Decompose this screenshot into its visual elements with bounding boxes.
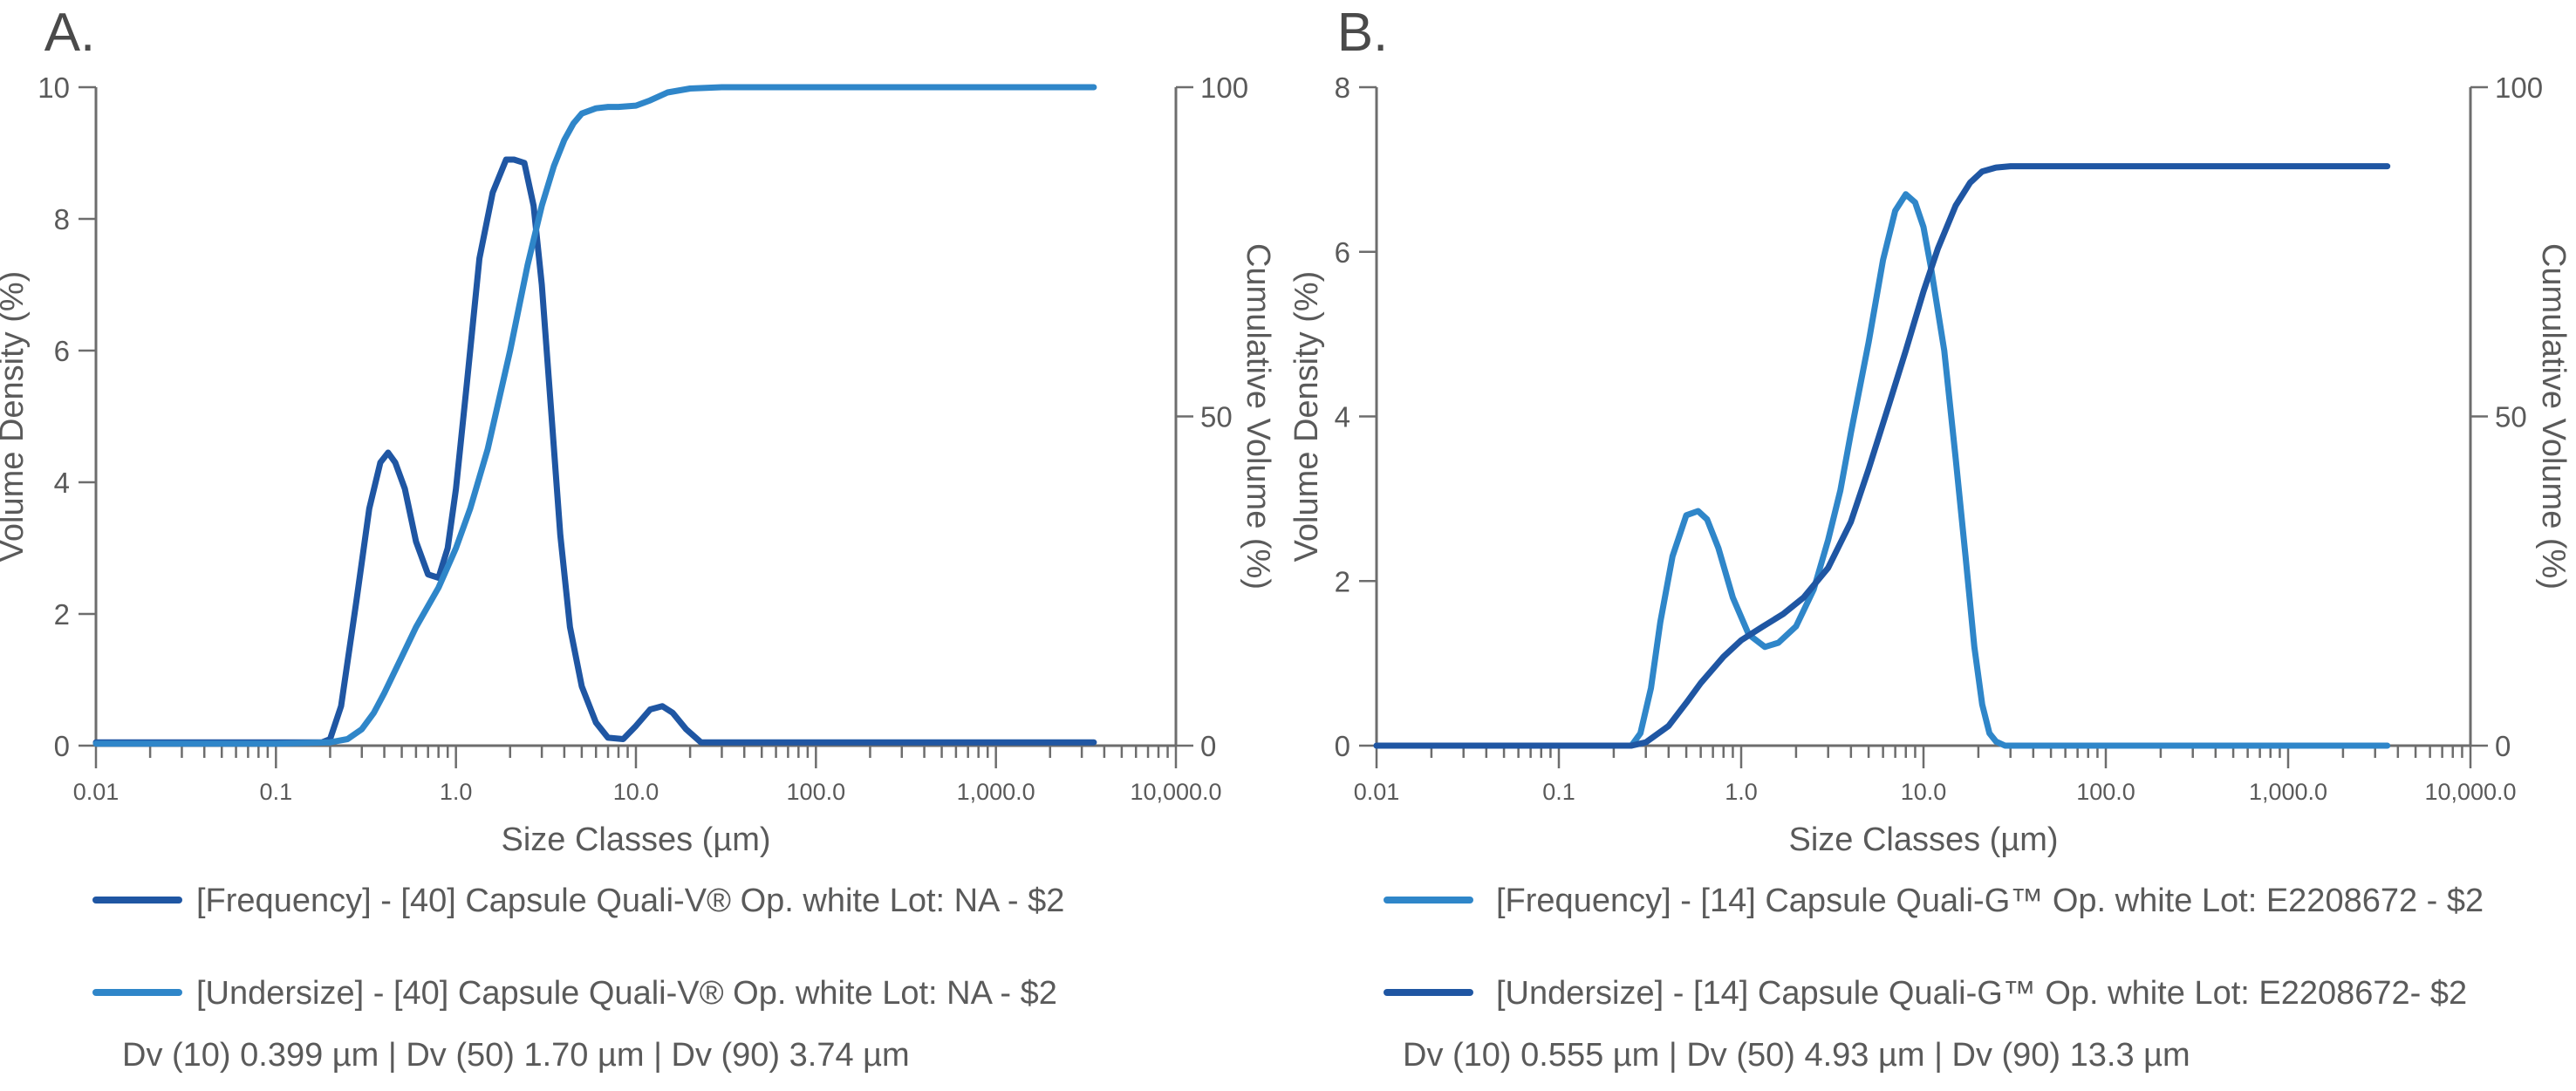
y-tick-label: 0 xyxy=(1335,730,1350,762)
dv-stats: Dv (10) 0.399 µm | Dv (50) 1.70 µm | Dv … xyxy=(122,1037,910,1074)
y-tick-label: 4 xyxy=(1335,401,1350,433)
chart-panel-b: B. 0.01 0.1 1.0 10.0 100.0 1,000.0 10,000.0 0 2 4 6… xyxy=(1288,3,2572,1074)
panel-label: B. xyxy=(1337,3,1389,63)
y2-tick-label: 50 xyxy=(1200,401,1233,433)
y-tick-label: 10 xyxy=(38,72,70,104)
x-tick-label: 0.1 xyxy=(260,779,293,805)
y-tick-label: 4 xyxy=(54,467,70,499)
y2-axis-title: Cumulative Volume (%) xyxy=(2535,243,2572,590)
x-tick-label: 1.0 xyxy=(1725,779,1758,805)
legend-entry: [Undersize] - [40] Capsule Quali-V® Op. … xyxy=(196,975,1057,1012)
dv-stats: Dv (10) 0.555 µm | Dv (50) 4.93 µm | Dv … xyxy=(1403,1037,2190,1074)
y2-tick-label: 0 xyxy=(1200,730,1216,762)
undersize-series-line xyxy=(92,84,1097,747)
x-tick-label: 100.0 xyxy=(787,779,846,805)
y-tick-label: 2 xyxy=(54,598,70,631)
undersize-series-line xyxy=(1373,163,2391,749)
y-axis-title: Volume Density (%) xyxy=(0,271,31,563)
y-tick-label: 6 xyxy=(54,335,70,367)
frequency-series-line xyxy=(92,156,1097,746)
y-tick-label: 2 xyxy=(1335,565,1350,597)
y2-axis-title: Cumulative Volume (%) xyxy=(1240,243,1276,590)
x-axis-title: Size Classes (µm) xyxy=(501,822,770,858)
x-tick-label: 1,000.0 xyxy=(2249,779,2327,805)
x-tick-label: 0.1 xyxy=(1542,779,1575,805)
y-tick-label: 6 xyxy=(1335,236,1350,269)
x-tick-label: 10.0 xyxy=(613,779,659,805)
legend-entry: [Undersize] - [14] Capsule Quali-G™ Op. … xyxy=(1496,975,2467,1012)
x-tick-label: 10,000.0 xyxy=(2424,779,2516,805)
y-tick-label: 8 xyxy=(54,203,70,235)
x-tick-label: 10,000.0 xyxy=(1130,779,1221,805)
x-tick-label: 10.0 xyxy=(1901,779,1947,805)
x-axis-title: Size Classes (µm) xyxy=(1788,822,2058,858)
y2-tick-label: 0 xyxy=(2495,730,2511,762)
x-tick-label: 1.0 xyxy=(440,779,473,805)
y-axis-title: Volume Density (%) xyxy=(1288,271,1325,563)
chart-panel-a: A. 0.01 0.1 1.0 10.0 100.0 1,000.0 10,000.0 0 2 4 6… xyxy=(0,3,1276,1074)
y-tick-label: 8 xyxy=(1335,72,1350,104)
panel-label: A. xyxy=(44,3,96,63)
legend-entry: [Frequency] - [14] Capsule Quali-G™ Op. … xyxy=(1496,883,2484,919)
y2-tick-label: 100 xyxy=(2495,72,2543,104)
x-tick-label: 0.01 xyxy=(73,779,120,805)
legend-entry: [Frequency] - [40] Capsule Quali-V® Op. … xyxy=(196,883,1064,919)
y2-tick-label: 100 xyxy=(1200,72,1248,104)
y-tick-label: 0 xyxy=(54,730,70,762)
frequency-series-line xyxy=(1373,191,2391,749)
y2-tick-label: 50 xyxy=(2495,401,2527,433)
x-tick-label: 0.01 xyxy=(1354,779,1400,805)
x-tick-label: 100.0 xyxy=(2076,779,2135,805)
x-tick-label: 1,000.0 xyxy=(957,779,1035,805)
